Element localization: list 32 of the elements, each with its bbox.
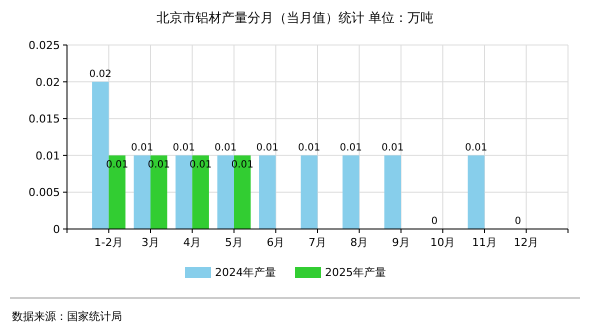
- data-label: 0.01: [172, 142, 196, 154]
- data-label: 0.02: [89, 68, 112, 80]
- chart-title: 北京市铝材产量分月（当月值）统计 单位：万吨: [156, 11, 434, 26]
- x-tick-label: 4月: [183, 236, 202, 249]
- x-tick-label: 3月: [142, 236, 160, 249]
- data-label: 0.01: [298, 142, 320, 154]
- x-tick-label: 7月: [308, 236, 326, 249]
- y-tick-label: 0.005: [28, 186, 60, 200]
- data-label: 0.01: [214, 142, 237, 154]
- x-tick-label: 9月: [392, 236, 410, 249]
- data-label: 0.01: [465, 142, 488, 154]
- y-tick-label: 0.01: [36, 149, 60, 162]
- x-tick-label: 5月: [225, 236, 243, 249]
- y-tick-label: 0.025: [28, 39, 60, 52]
- x-tick-label: 12月: [514, 236, 539, 249]
- y-tick-label: 0.02: [36, 76, 60, 89]
- legend-label: 2025年产量: [325, 266, 386, 279]
- data-label: 0.01: [340, 142, 362, 154]
- x-tick-label: 1-2月: [94, 236, 124, 249]
- y-tick-label: 0: [53, 223, 60, 236]
- data-label: 0: [514, 216, 522, 227]
- x-tick-label: 10月: [430, 236, 456, 249]
- x-tick-label: 11月: [472, 236, 497, 249]
- data-label: 0.01: [256, 142, 279, 154]
- data-label: 0.01: [131, 142, 154, 154]
- data-label: 0: [431, 216, 438, 227]
- data-label: 0.01: [382, 142, 404, 154]
- source-note: 数据来源：国家统计局: [12, 310, 122, 323]
- x-tick-label: 6月: [266, 236, 285, 249]
- y-tick-label: 0.015: [28, 112, 60, 126]
- x-tick-label: 8月: [350, 236, 368, 249]
- legend-label: 2024年产量: [215, 266, 276, 279]
